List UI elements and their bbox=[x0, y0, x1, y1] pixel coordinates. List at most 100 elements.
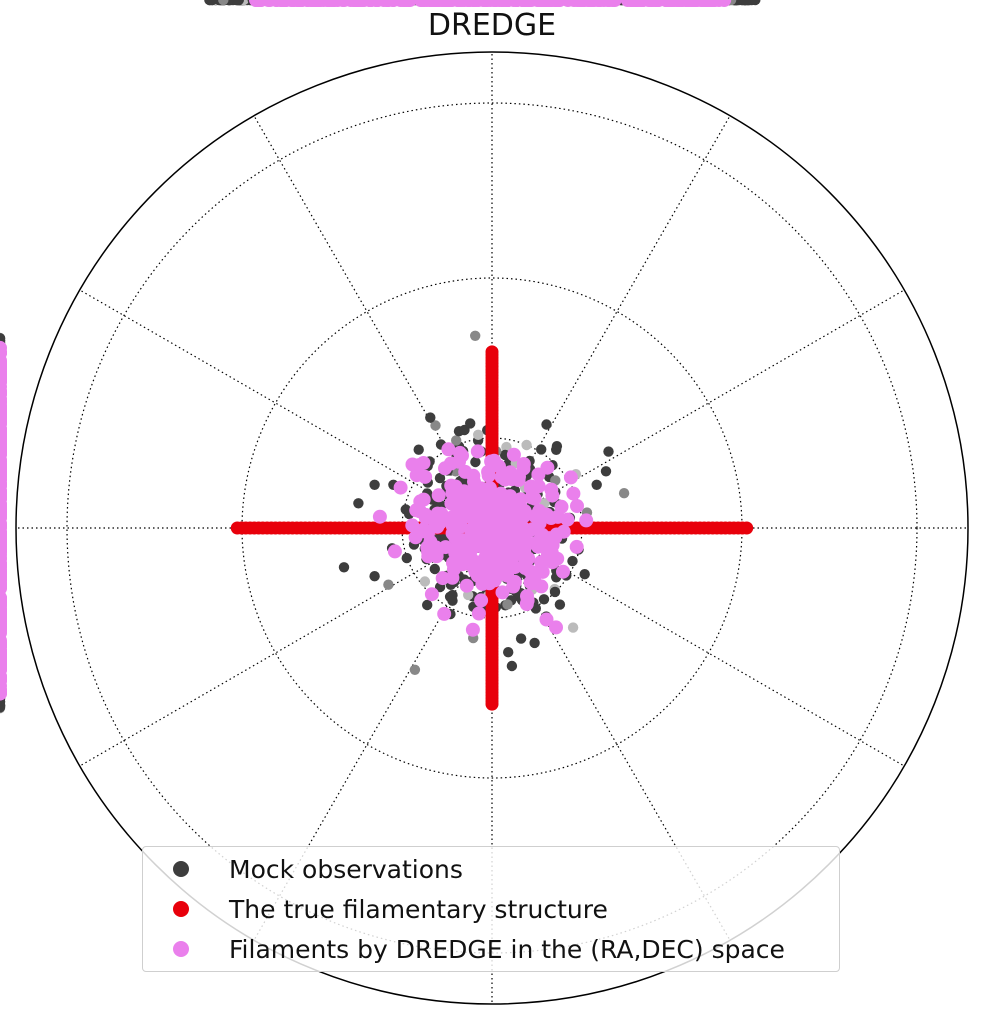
dredge-filament-point bbox=[252, 0, 266, 7]
mock-observation-point bbox=[419, 576, 431, 587]
dredge-filament-point bbox=[418, 469, 433, 484]
dredge-filament-point bbox=[698, 0, 712, 7]
mock-observation-point bbox=[409, 664, 421, 675]
dredge-filament-point bbox=[0, 539, 7, 553]
dredge-filament-point bbox=[438, 461, 452, 476]
mock-observation-point bbox=[600, 466, 612, 477]
dredge-filament-point bbox=[566, 486, 581, 501]
legend-label-dredge: Filaments by DREDGE in the (RA,DEC) spac… bbox=[229, 934, 785, 964]
dredge-filament-point bbox=[421, 549, 436, 564]
dredge-filament-point bbox=[633, 0, 648, 7]
mock-observations-points bbox=[0, 0, 761, 714]
dredge-filament-point bbox=[516, 521, 531, 536]
dredge-filament-point bbox=[0, 373, 7, 388]
dredge-filament-point bbox=[463, 531, 477, 546]
dredge-filament-point bbox=[324, 0, 339, 7]
grid-spoke-120 bbox=[253, 115, 493, 529]
legend-marker-mock bbox=[173, 861, 189, 877]
dredge-filament-point bbox=[402, 0, 417, 7]
dredge-filament-point bbox=[506, 579, 521, 594]
dredge-filament-point bbox=[437, 606, 452, 621]
legend: Mock observations The true filamentary s… bbox=[142, 846, 840, 972]
dredge-filament-points bbox=[0, 0, 732, 701]
grid-spoke-210 bbox=[79, 527, 493, 767]
mock-observation-point bbox=[618, 488, 630, 499]
dredge-filament-point bbox=[481, 529, 496, 544]
dredge-filament-point bbox=[545, 488, 560, 503]
dredge-filament-point bbox=[294, 0, 308, 7]
mock-observation-point bbox=[579, 569, 590, 580]
mock-observation-point bbox=[353, 498, 364, 509]
dredge-filament-point bbox=[659, 0, 674, 7]
mock-observation-point bbox=[551, 444, 562, 455]
mock-observation-point bbox=[502, 599, 513, 610]
dredge-filament-point bbox=[0, 509, 7, 523]
dredge-filament-point bbox=[413, 494, 428, 509]
dredge-filament-point bbox=[549, 620, 563, 635]
dredge-filament-point bbox=[277, 0, 291, 7]
dredge-filament-point bbox=[0, 670, 7, 685]
dredge-filament-point bbox=[416, 522, 431, 537]
dredge-filament-point bbox=[425, 0, 440, 7]
mock-observation-point bbox=[536, 444, 547, 455]
dredge-filament-point bbox=[648, 0, 663, 7]
dredge-filament-point bbox=[470, 444, 485, 459]
dredge-filament-point bbox=[0, 408, 7, 423]
mock-observation-point bbox=[529, 637, 540, 649]
dredge-filament-point bbox=[0, 684, 7, 698]
dredge-filament-point bbox=[496, 553, 511, 568]
dredge-filament-point bbox=[563, 470, 578, 485]
polar-frame bbox=[15, 51, 969, 1005]
dredge-filament-point bbox=[0, 489, 7, 504]
dredge-filament-point bbox=[527, 575, 542, 590]
dredge-filament-point bbox=[520, 0, 535, 7]
grid-spoke-30 bbox=[491, 289, 905, 529]
dredge-filament-point bbox=[312, 0, 326, 7]
mock-observation-point bbox=[549, 586, 561, 598]
mock-observation-point bbox=[218, 0, 229, 6]
mock-observation-point bbox=[541, 419, 552, 430]
true-filament-point bbox=[485, 345, 499, 359]
dredge-filament-point bbox=[516, 461, 531, 476]
dredge-filament-point bbox=[357, 0, 372, 7]
dredge-filament-point bbox=[600, 0, 615, 7]
legend-marker-true bbox=[173, 901, 189, 917]
dredge-filament-point bbox=[0, 458, 7, 473]
dredge-filament-point bbox=[0, 577, 7, 591]
dredge-filament-point bbox=[459, 578, 474, 593]
mock-observation-point bbox=[740, 0, 751, 6]
dredge-filament-point bbox=[539, 612, 554, 627]
mock-observation-point bbox=[422, 599, 433, 611]
dredge-filament-point bbox=[556, 564, 570, 579]
mock-observation-point bbox=[369, 571, 380, 582]
mock-observation-point bbox=[447, 595, 458, 606]
mock-observation-point bbox=[503, 647, 514, 658]
dredge-filament-point bbox=[569, 539, 584, 554]
dredge-filament-point bbox=[535, 564, 550, 579]
legend-marker-dredge bbox=[173, 941, 189, 957]
dredge-filament-point bbox=[0, 442, 7, 457]
dredge-filament-point bbox=[418, 511, 433, 525]
mock-observation-point bbox=[383, 579, 394, 590]
mock-observation-point bbox=[338, 562, 350, 573]
legend-label-true: The true filamentary structure bbox=[229, 894, 608, 924]
dredge-filament-point bbox=[440, 0, 455, 7]
dredge-filament-point bbox=[520, 593, 535, 608]
mock-observation-point bbox=[515, 633, 527, 644]
dredge-filament-point bbox=[495, 585, 510, 600]
dredge-filament-point bbox=[570, 499, 584, 513]
dredge-filament-point bbox=[717, 0, 732, 7]
mock-observation-point bbox=[567, 555, 578, 567]
dredge-filament-point bbox=[448, 530, 463, 545]
legend-label-mock: Mock observations bbox=[229, 854, 463, 884]
dredge-filament-point bbox=[452, 454, 466, 469]
dredge-filament-point bbox=[0, 649, 7, 664]
dredge-filament-point bbox=[574, 0, 589, 7]
dredge-filament-point bbox=[471, 606, 486, 621]
dredge-filament-point bbox=[479, 561, 494, 576]
dredge-filament-point bbox=[0, 594, 7, 609]
mock-observation-point bbox=[470, 456, 481, 468]
dredge-filament-point bbox=[448, 485, 463, 500]
mock-observation-point bbox=[554, 599, 566, 610]
dredge-filament-point bbox=[431, 488, 446, 503]
